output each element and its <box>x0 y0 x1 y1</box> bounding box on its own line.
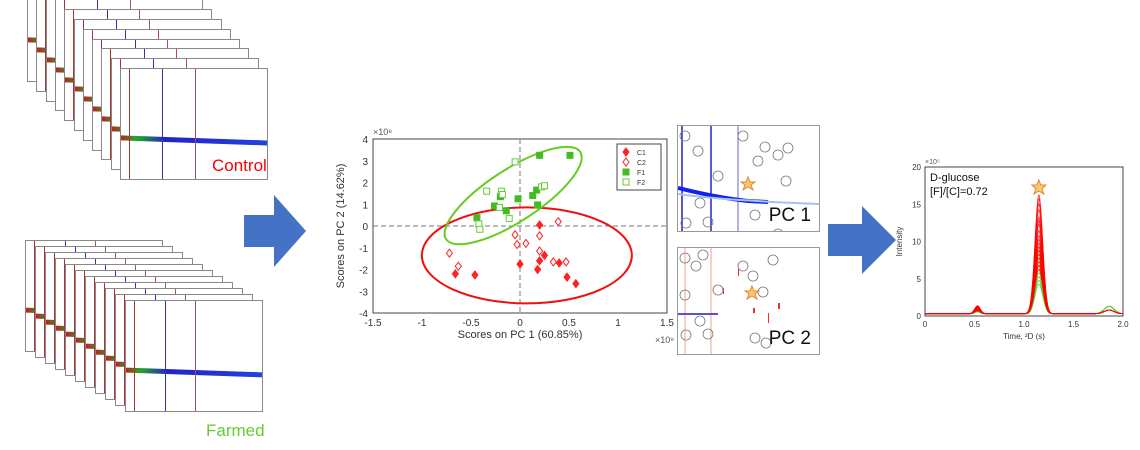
y-tick-label: -3 <box>359 287 368 298</box>
point-f1 <box>473 214 481 222</box>
y-tick-label: 3 <box>362 157 368 168</box>
y-tick-label: 10 <box>912 238 921 247</box>
legend-marker <box>622 147 630 157</box>
x-tick-label: 1.5 <box>1068 320 1080 329</box>
y-tick-label: -1 <box>359 244 368 255</box>
point-c1 <box>563 272 571 282</box>
x-tick-label: 0 <box>517 318 523 329</box>
point-f1 <box>502 207 510 215</box>
x-tick-label: 0.5 <box>562 318 576 329</box>
legend-label: C2 <box>637 160 646 167</box>
point-f1 <box>529 192 537 200</box>
point-c1 <box>572 278 580 289</box>
control-label: Control <box>212 156 267 175</box>
x-tick-label: -1.5 <box>364 318 382 329</box>
trace-c <box>925 268 1124 315</box>
pc2-label: PC 2 <box>768 328 811 349</box>
ratio-annotation: [F]/[C]=0.72 <box>930 186 988 198</box>
y-tick-label: 5 <box>917 275 922 284</box>
legend-label: F2 <box>637 180 645 187</box>
compound-name: D-glucose <box>930 172 980 184</box>
legend-marker <box>622 178 630 186</box>
arrow-1 <box>244 195 306 267</box>
x-tick-label: 0.5 <box>969 320 981 329</box>
point-c2 <box>554 216 562 227</box>
x-tick-label: 1.5 <box>660 318 674 329</box>
y-tick-label: -4 <box>359 309 368 320</box>
y-tick-label: 20 <box>912 163 921 172</box>
point-c2 <box>511 229 519 240</box>
y-tick-label: 0 <box>917 312 922 321</box>
x-tick-label: 1.0 <box>1018 320 1030 329</box>
pca-scores-plot: -1.5 -1 -0.5 0 0.5 1 1.5 4 3 2 1 0 -1 -2 -3 -4 ×10⁸ ×10⁹ S… <box>335 127 674 345</box>
point-c2 <box>445 248 454 259</box>
x-tick-label: 1 <box>615 318 621 329</box>
point-c2 <box>454 261 462 272</box>
point-f1 <box>534 201 542 209</box>
pc2-loadings-panel: PC 2 <box>677 247 820 355</box>
x-multiplier: ×10⁹ <box>655 335 674 345</box>
x-tick-label: -0.5 <box>462 318 480 329</box>
farmed-label: Farmed <box>206 421 265 440</box>
pc1-loadings-panel: PC 1 <box>677 125 820 232</box>
point-c1 <box>540 250 549 261</box>
chromatogram-frame <box>125 300 263 412</box>
y-tick-label: 1 <box>362 200 368 211</box>
control-ellipse <box>420 206 633 305</box>
y-tick-label: 2 <box>362 179 368 190</box>
point-c2 <box>535 246 544 256</box>
x-tick-label: 0 <box>923 320 928 329</box>
point-f1 <box>566 151 574 159</box>
plot-area <box>924 166 1124 317</box>
star-icon <box>1030 178 1048 196</box>
y-axis-label: Intensity <box>895 227 904 257</box>
x-tick-label: -1 <box>418 318 427 329</box>
point-f2 <box>541 182 548 190</box>
pc1-loadings-image <box>678 126 819 231</box>
y-axis-label: Scores on PC 2 (14.62%) <box>335 164 347 289</box>
point-f2 <box>498 190 506 198</box>
x-axis-label: Scores on PC 1 (60.85%) <box>458 329 583 341</box>
point-f1 <box>514 195 522 203</box>
point-f1 <box>536 151 544 159</box>
point-c2 <box>513 239 521 250</box>
pc1-label: PC 1 <box>768 205 811 226</box>
point-c1 <box>535 255 544 266</box>
legend-label: C1 <box>637 150 646 157</box>
point-c2 <box>562 257 570 267</box>
y-tick-label: 15 <box>912 200 921 209</box>
farmed-ellipse <box>443 145 583 246</box>
star-icon <box>739 175 757 192</box>
star-icon <box>743 284 761 301</box>
y-multiplier: ×10⁵ <box>925 159 940 166</box>
legend-marker <box>622 157 630 167</box>
arrow-2 <box>828 206 896 274</box>
y-tick-label: 4 <box>362 135 368 146</box>
x-axis-label: Time, ²D (s) <box>1003 332 1045 341</box>
point-c1 <box>516 259 524 269</box>
point-c1 <box>555 258 563 268</box>
x-tick-label: 2.0 <box>1117 320 1129 329</box>
point-c1 <box>535 220 544 230</box>
point-f2 <box>476 225 484 233</box>
point-c1 <box>471 270 479 280</box>
legend-label: F1 <box>637 170 645 177</box>
legend-marker <box>622 168 630 176</box>
chromatogram-frame <box>120 68 268 180</box>
point-c2 <box>522 238 530 249</box>
y-tick-label: 0 <box>362 222 368 233</box>
point-f2 <box>511 158 519 166</box>
d-glucose-chromatogram: 0 0.5 1.0 1.5 2.0 20 15 10 5 0 ×10⁵ Time, ²D (s) Int… <box>895 159 1129 341</box>
point-c1 <box>534 264 542 275</box>
pc2-loadings-image <box>678 248 780 354</box>
point-c2 <box>535 230 544 241</box>
y-multiplier: ×10⁸ <box>373 127 392 137</box>
point-f2 <box>505 214 513 222</box>
point-f2 <box>495 204 503 212</box>
point-c1 <box>451 269 459 279</box>
point-c2 <box>549 257 557 267</box>
y-tick-label: -2 <box>359 266 368 277</box>
point-f2 <box>483 187 491 195</box>
